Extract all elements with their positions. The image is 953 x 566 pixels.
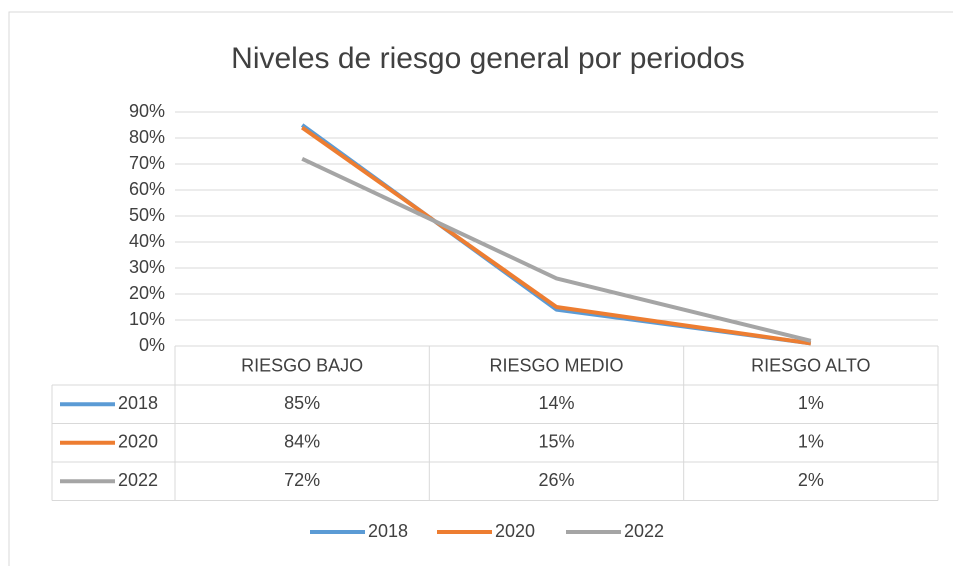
y-tick-label: 80%	[129, 127, 165, 147]
x-tick-label: RIESGO MEDIO	[489, 355, 623, 375]
x-tick-label: RIESGO ALTO	[751, 355, 870, 375]
table-value: 2%	[798, 470, 824, 490]
table-value: 26%	[538, 470, 574, 490]
table-value: 72%	[284, 470, 320, 490]
table-legend-label: 2022	[118, 470, 158, 490]
table-value: 84%	[284, 432, 320, 452]
table-value: 14%	[538, 393, 574, 413]
table-legend-label: 2020	[118, 432, 158, 452]
table-legend-label: 2018	[118, 393, 158, 413]
table-value: 85%	[284, 393, 320, 413]
y-tick-label: 90%	[129, 101, 165, 121]
legend-label: 2020	[495, 521, 535, 541]
y-tick-label: 10%	[129, 309, 165, 329]
table-value: 1%	[798, 432, 824, 452]
x-tick-label: RIESGO BAJO	[241, 355, 363, 375]
series-line	[301, 125, 812, 346]
y-tick-label: 60%	[129, 179, 165, 199]
series-line	[301, 156, 812, 343]
y-tick-label: 30%	[129, 257, 165, 277]
y-tick-label: 40%	[129, 231, 165, 251]
table-value: 15%	[538, 432, 574, 452]
y-tick-label: 20%	[129, 283, 165, 303]
y-tick-label: 50%	[129, 205, 165, 225]
chart-title: Niveles de riesgo general por periodos	[231, 42, 745, 75]
chart-border	[8, 11, 953, 566]
legend-label: 2018	[368, 521, 408, 541]
legend-label: 2022	[624, 521, 664, 541]
y-tick-label: 0%	[139, 335, 165, 355]
y-tick-label: 70%	[129, 153, 165, 173]
table-value: 1%	[798, 393, 824, 413]
